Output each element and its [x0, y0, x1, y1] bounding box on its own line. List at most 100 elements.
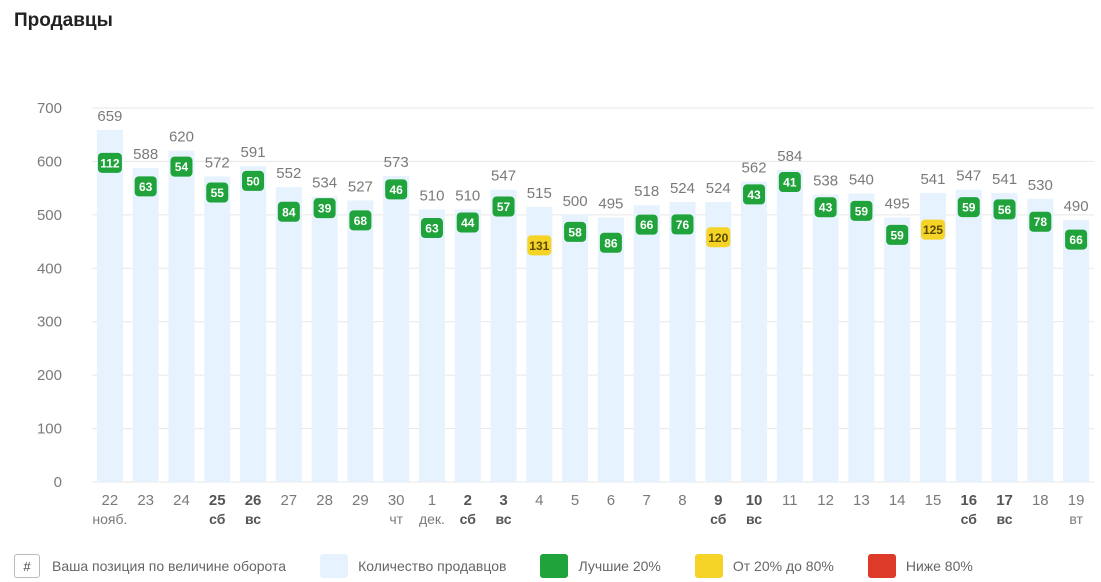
- bars: [96, 129, 1090, 483]
- position-badge-label: 112: [100, 156, 120, 170]
- bar-value-label: 515: [527, 185, 552, 202]
- x-tick-sublabel: вт: [1069, 511, 1083, 527]
- x-tick-label: 11: [782, 492, 798, 509]
- position-badge-label: 125: [923, 223, 943, 237]
- bar-value-label: 510: [419, 188, 444, 205]
- x-tick-sublabel: вс: [746, 511, 762, 527]
- bar-value-label: 527: [348, 178, 373, 195]
- position-badge: [313, 198, 336, 219]
- y-tick-label: 200: [37, 367, 62, 384]
- position-badge: [349, 210, 372, 231]
- legend-mid-swatch: [694, 554, 723, 578]
- bar: [347, 200, 374, 482]
- x-tick-sublabel: чт: [389, 511, 403, 527]
- position-badge-label: 43: [747, 188, 761, 202]
- legend-count-label: Количество продавцов: [358, 558, 507, 574]
- legend-top-label: Лучшие 20%: [578, 558, 661, 574]
- position-badge: [920, 219, 945, 240]
- x-tick-label: 7: [643, 492, 651, 509]
- bar: [418, 209, 445, 482]
- x-tick-sublabel: нояб.: [92, 511, 127, 527]
- bar-value-label: 495: [598, 196, 623, 213]
- legend-top[interactable]: Лучшие 20%: [540, 554, 694, 578]
- x-tick-sublabel: вс: [997, 511, 1013, 527]
- bar: [562, 214, 589, 482]
- bar: [884, 217, 911, 482]
- position-badge: [1065, 229, 1088, 250]
- x-tick-label: 18: [1032, 492, 1049, 509]
- x-tick-sublabel: сб: [961, 511, 978, 527]
- position-badges: 112 63 54 55 50 84 39 68 46 63 44 57 131 58 86 66 76 120 4…: [97, 152, 1088, 256]
- legend-count[interactable]: Количество продавцов: [320, 554, 540, 578]
- bar: [311, 196, 338, 483]
- x-tick-sublabel: сб: [460, 511, 477, 527]
- bar: [991, 192, 1018, 483]
- bar: [1063, 220, 1090, 482]
- bar-value-label: 500: [563, 193, 588, 210]
- bar-value-label: 518: [634, 183, 659, 200]
- bar: [741, 181, 768, 482]
- x-tick-label: 14: [889, 492, 906, 509]
- position-badge: [277, 201, 300, 222]
- bar: [96, 129, 123, 483]
- bar: [705, 202, 732, 482]
- position-badge: [385, 179, 408, 200]
- x-tick-label: 1: [428, 492, 436, 509]
- x-tick-label: 13: [853, 492, 870, 509]
- position-badge-label: 43: [819, 201, 833, 215]
- x-tick-label: 28: [316, 492, 333, 509]
- legend-position[interactable]: # Ваша позиция по величине оборота: [14, 554, 320, 578]
- position-badge: [1029, 211, 1052, 232]
- x-tick-label: 27: [280, 492, 297, 509]
- position-badge-label: 56: [998, 203, 1012, 217]
- y-tick-label: 300: [37, 314, 62, 331]
- x-tick-sublabel: вс: [496, 511, 512, 527]
- bar-value-label: 547: [956, 168, 981, 185]
- position-badge-label: 41: [783, 176, 797, 190]
- y-tick-label: 0: [54, 474, 62, 491]
- bar-value-label: 510: [455, 188, 480, 205]
- bar-value-label: 547: [491, 168, 516, 185]
- x-tick-sublabel: сб: [710, 511, 727, 527]
- bar-value-label: 541: [992, 171, 1017, 188]
- x-tick-label: 2: [464, 492, 472, 509]
- bar-value-label: 490: [1064, 198, 1089, 215]
- x-tick-label: 9: [714, 492, 722, 509]
- legend-low-swatch: [867, 554, 896, 578]
- position-badge: [671, 214, 694, 235]
- x-axis-ticks: 22 нояб. 23 24 25 сб 26 вс 27 28 29 30 чт 1 дек. 2 сб 3 вс…: [92, 492, 1084, 527]
- bar-value-label: 562: [742, 160, 767, 177]
- bar: [454, 209, 481, 482]
- x-tick-label: 12: [817, 492, 834, 509]
- position-badge: [706, 227, 731, 248]
- position-badge-label: 58: [568, 225, 582, 239]
- legend-mid[interactable]: От 20% до 80%: [694, 554, 868, 578]
- position-badge-label: 84: [282, 205, 296, 219]
- x-tick-sublabel: дек.: [419, 511, 445, 527]
- position-badge-label: 39: [318, 202, 332, 216]
- position-badge-label: 120: [708, 231, 728, 245]
- position-badge-label: 46: [389, 183, 403, 197]
- legend-position-label: Ваша позиция по величине оборота: [52, 558, 287, 574]
- position-badge: [420, 218, 443, 239]
- legend-top-swatch: [540, 554, 569, 578]
- y-axis-ticks: 0 100 200 300 400 500 600 700: [37, 100, 62, 491]
- position-badge: [850, 200, 873, 221]
- position-badge: [743, 184, 766, 205]
- position-badge-label: 44: [461, 216, 475, 230]
- position-badge-label: 59: [855, 204, 869, 218]
- bar: [776, 169, 803, 482]
- bar: [204, 176, 231, 483]
- bar: [1027, 198, 1054, 483]
- bar-value-label: 540: [849, 171, 874, 188]
- x-tick-label: 29: [352, 492, 369, 509]
- bar-value-label: 524: [670, 180, 695, 197]
- x-tick-sublabel: вс: [245, 511, 261, 527]
- position-badge: [599, 232, 622, 253]
- bar: [275, 187, 302, 482]
- legend-low[interactable]: Ниже 80%: [867, 554, 973, 578]
- y-tick-label: 700: [37, 100, 62, 117]
- y-tick-label: 100: [37, 421, 62, 438]
- bar: [168, 150, 195, 482]
